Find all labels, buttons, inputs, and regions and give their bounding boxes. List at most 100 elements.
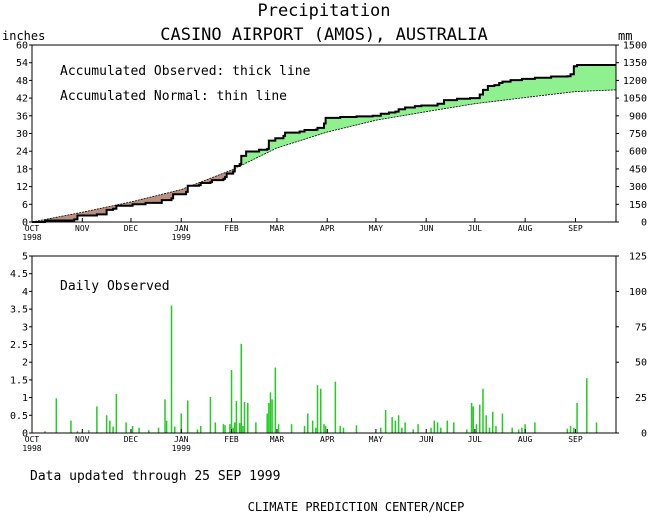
surplus-fill [320,127,323,134]
daily-x-tick-label: FEB [224,435,239,444]
deficit-fill [203,180,206,184]
daily-bar [311,420,314,433]
deficit-fill [85,211,88,216]
surplus-fill [455,100,458,107]
surplus-fill [276,138,279,148]
surplus-fill [403,109,406,116]
deficit-fill [126,202,129,206]
surplus-fill [260,149,263,156]
surplus-fill [521,78,524,98]
deficit-fill [142,198,145,205]
accumulated-right-tick-label: 750 [629,129,647,140]
accumulated-right-tick-label: 0 [641,218,647,229]
surplus-fill [332,117,335,131]
accumulated-x-tick-label: JUN [419,224,434,233]
surplus-fill [405,107,408,116]
surplus-fill [299,131,302,141]
deficit-fill [41,219,44,222]
deficit-fill [137,200,140,205]
deficit-fill [69,214,72,221]
surplus-fill [293,132,296,143]
surplus-fill [340,116,343,129]
surplus-fill [302,131,305,140]
surplus-fill [534,77,537,97]
surplus-fill [328,117,331,132]
daily-bar [404,422,406,433]
daily-bar [271,399,273,433]
surplus-fill [442,103,445,109]
deficit-fill [101,207,104,215]
surplus-fill [288,132,291,145]
daily-bar [269,392,272,433]
surplus-fill [594,65,597,91]
daily-bar [174,426,176,433]
surplus-fill [473,98,476,104]
surplus-fill [429,105,432,111]
deficit-fill [176,190,179,195]
surplus-fill [286,132,289,145]
deficit-fill [195,183,198,186]
surplus-fill [327,117,330,132]
surplus-fill [536,77,539,97]
deficit-fill [56,217,59,221]
daily-bar [412,429,414,433]
deficit-fill [54,217,57,221]
surplus-fill [431,105,433,111]
surplus-fill [465,98,468,106]
deficit-fill [109,206,112,210]
surplus-fill [453,100,456,108]
deficit-fill [158,194,161,203]
surplus-fill [319,127,322,135]
daily-bar [235,401,238,433]
surplus-fill [486,89,489,103]
daily-bar [380,427,382,433]
daily-bar [495,425,497,433]
surplus-fill [560,76,563,94]
accumulated-left-tick-label: 0 [22,218,28,229]
deficit-fill [108,206,111,210]
daily-left-tick-label: 2.5 [10,340,28,351]
surplus-fill [249,151,252,161]
surplus-fill [543,77,545,96]
surplus-fill [421,105,424,113]
accumulated-right-tick-label: 300 [629,182,647,193]
surplus-fill [369,116,372,122]
deficit-fill [134,200,137,205]
daily-bar [470,402,473,433]
surplus-fill [362,116,365,124]
daily-bar [307,413,309,433]
surplus-fill [366,116,369,123]
daily-bar [501,413,504,433]
daily-bar [394,420,397,433]
surplus-fill [379,115,382,120]
daily-bar [170,305,173,433]
deficit-fill [74,213,77,220]
surplus-fill [523,78,526,98]
surplus-fill [596,65,599,91]
daily-bar [44,431,46,433]
surplus-fill [564,76,567,93]
right-unit-label: mm [618,29,632,43]
surplus-fill [614,65,617,90]
daily-bar [232,427,234,433]
surplus-fill [510,80,513,100]
accumulated-right-tick-label: 600 [629,147,647,158]
daily-bar [234,422,236,433]
data-updated-note: Data updated through 25 SEP 1999 [30,469,280,484]
surplus-fill [244,155,247,164]
surplus-fill [504,81,506,101]
surplus-fill [474,98,477,104]
surplus-fill [593,65,596,91]
surplus-fill [452,100,455,108]
surplus-fill [395,111,398,117]
surplus-fill [505,81,508,100]
deficit-fill [174,190,177,195]
deficit-fill [208,178,211,184]
surplus-fill [458,98,461,107]
surplus-fill [374,115,377,121]
daily-bar [485,415,487,433]
surplus-fill [358,116,360,125]
chart-subtitle: CASINO AIRPORT (AMOS), AUSTRALIA [160,25,488,45]
